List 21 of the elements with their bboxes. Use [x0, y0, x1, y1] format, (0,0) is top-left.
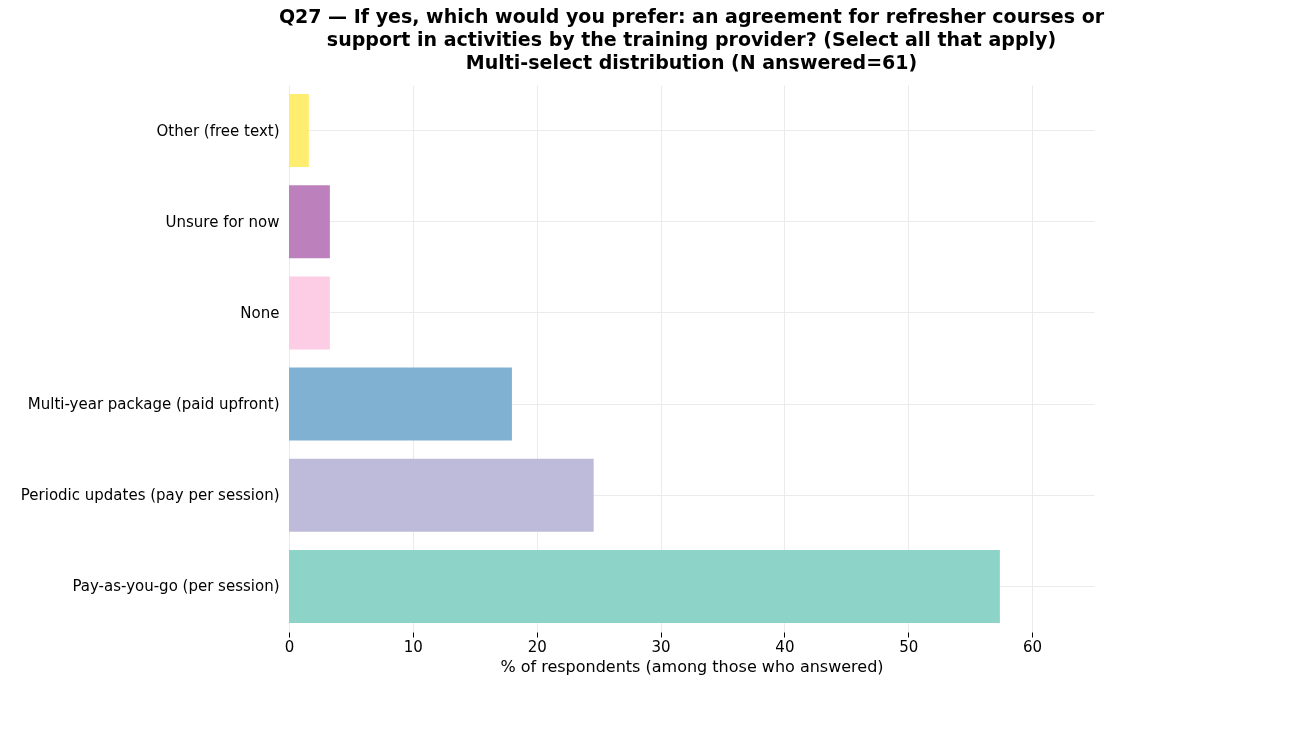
chart-title: Q27 — If yes, which would you prefer: an agreement for refresher courses or support in activities by the training provider? (Select all that apply) Multi-select distribution (N answered=61)	[278, 5, 1105, 73]
y-tick-label: Multi-year package (paid upfront)	[27, 395, 280, 414]
y-tick-label: None	[240, 303, 280, 322]
y-tick-label: Pay-as-you-go (per session)	[72, 577, 280, 596]
bar	[289, 458, 594, 532]
x-tick-label: 50	[899, 637, 919, 656]
bar	[289, 549, 1000, 623]
x-tick-label: 30	[651, 637, 671, 656]
y-tick-label: Unsure for now	[165, 212, 280, 231]
y-tick-label: Periodic updates (pay per session)	[20, 486, 280, 505]
x-tick-label: 10	[403, 637, 423, 656]
x-tick-label: 0	[284, 637, 295, 656]
bar	[289, 276, 330, 350]
x-tick-label: 20	[527, 637, 547, 656]
x-tick-label: 60	[1023, 637, 1043, 656]
y-tick-label: Other (free text)	[156, 121, 280, 140]
bar	[289, 94, 309, 168]
x-axis-title: % of respondents (among those who answered)	[500, 656, 884, 676]
bar	[289, 185, 330, 259]
bar	[289, 367, 512, 441]
x-tick-label: 40	[775, 637, 795, 656]
